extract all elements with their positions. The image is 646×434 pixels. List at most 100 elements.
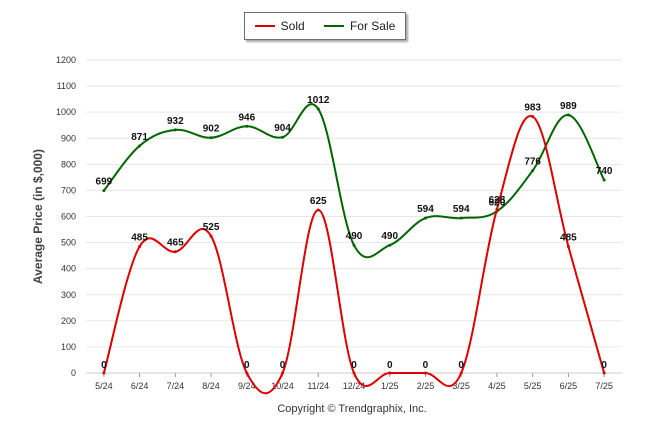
data-label-for-sale: 902 — [203, 124, 220, 135]
data-label-for-sale: 904 — [274, 123, 291, 134]
data-point-for-sale — [245, 124, 249, 128]
data-point-for-sale — [566, 113, 570, 117]
data-label-sold: 0 — [458, 360, 464, 371]
y-tick-label: 200 — [61, 316, 76, 326]
data-point-for-sale — [459, 216, 463, 220]
series-line-sold — [102, 115, 606, 395]
data-label-for-sale: 932 — [167, 116, 184, 127]
data-label-sold: 0 — [351, 360, 357, 371]
legend-item-sold: Sold — [254, 19, 305, 33]
x-tick-label: 2/25 — [417, 381, 435, 391]
x-tick-label: 4/25 — [488, 381, 506, 391]
data-point-sold — [459, 371, 463, 375]
y-tick-label: 600 — [61, 212, 76, 222]
data-point-sold — [388, 371, 392, 375]
data-point-sold — [495, 207, 499, 211]
data-point-for-sale — [423, 216, 427, 220]
data-label-for-sale: 989 — [560, 101, 577, 112]
x-tick-label: 5/24 — [95, 381, 113, 391]
data-point-sold — [209, 234, 213, 238]
data-point-for-sale — [173, 128, 177, 132]
data-point-sold — [102, 371, 106, 375]
copyright-text: Copyright © Trendgraphix, Inc. — [277, 403, 426, 415]
data-point-sold — [245, 371, 249, 375]
data-point-for-sale — [209, 136, 213, 140]
y-tick-label: 700 — [61, 185, 76, 195]
data-point-for-sale — [602, 178, 606, 182]
data-point-for-sale — [352, 243, 356, 247]
data-label-sold: 465 — [167, 238, 184, 249]
legend-label-sold: Sold — [280, 19, 305, 33]
legend: Sold For Sale — [244, 12, 406, 40]
x-tick-label: 8/24 — [202, 381, 220, 391]
data-point-sold — [352, 371, 356, 375]
data-label-for-sale: 946 — [238, 112, 255, 123]
data-label-for-sale: 594 — [417, 204, 434, 215]
data-label-sold: 0 — [280, 360, 286, 371]
legend-item-for-sale: For Sale — [323, 19, 396, 33]
x-tick-label: 11/24 — [307, 381, 329, 391]
data-point-sold — [281, 371, 285, 375]
data-label-for-sale: 490 — [381, 231, 398, 242]
data-point-for-sale — [531, 169, 535, 173]
x-tick-label: 7/25 — [595, 381, 613, 391]
data-point-for-sale — [102, 189, 106, 193]
legend-swatch-sold — [254, 25, 275, 27]
x-tick-label: 6/25 — [560, 381, 578, 391]
y-axis-label: Average Price (in $,000) — [31, 149, 45, 284]
data-label-for-sale: 490 — [346, 231, 363, 242]
y-tick-label: 1200 — [56, 55, 76, 65]
data-label-for-sale: 740 — [596, 166, 613, 177]
data-point-sold — [602, 371, 606, 375]
data-point-sold — [138, 244, 142, 248]
x-tick-label: 6/24 — [131, 381, 149, 391]
data-label-sold: 628 — [489, 195, 506, 206]
data-label-sold: 0 — [601, 360, 607, 371]
legend-swatch-for-sale — [323, 25, 344, 27]
data-label-sold: 983 — [524, 103, 541, 114]
data-label-for-sale: 776 — [524, 157, 541, 168]
data-point-for-sale — [316, 107, 320, 111]
data-label-sold: 625 — [310, 196, 327, 207]
data-point-sold — [423, 371, 427, 375]
data-label-for-sale: 699 — [96, 177, 113, 188]
y-tick-label: 1000 — [56, 107, 76, 117]
y-tick-label: 0 — [71, 368, 76, 378]
data-label-sold: 0 — [387, 360, 393, 371]
x-tick-label: 3/25 — [452, 381, 470, 391]
y-tick-label: 500 — [61, 238, 76, 248]
data-label-sold: 485 — [560, 232, 577, 243]
data-point-sold — [531, 115, 535, 119]
data-label-for-sale: 620 — [489, 197, 506, 208]
x-tick-label: 1/25 — [381, 381, 399, 391]
x-tick-label: 9/24 — [238, 381, 256, 391]
x-tick-label: 12/24 — [343, 381, 366, 391]
y-tick-label: 400 — [61, 264, 76, 274]
data-label-sold: 0 — [423, 360, 429, 371]
data-label-for-sale: 594 — [453, 204, 470, 215]
x-tick-label: 10/24 — [271, 381, 294, 391]
series-line-for-sale — [103, 103, 606, 259]
data-point-for-sale — [138, 144, 142, 148]
data-label-sold: 525 — [203, 222, 220, 233]
data-label-sold: 0 — [101, 360, 107, 371]
data-label-sold: 0 — [244, 360, 250, 371]
y-tick-label: 800 — [61, 159, 76, 169]
x-tick-label: 7/24 — [167, 381, 185, 391]
x-tick-label: 5/25 — [524, 381, 542, 391]
data-label-for-sale: 1012 — [307, 95, 330, 106]
data-point-sold — [316, 208, 320, 212]
y-tick-label: 1100 — [57, 81, 76, 91]
y-tick-label: 900 — [61, 133, 76, 143]
data-label-for-sale: 871 — [131, 132, 148, 143]
data-point-for-sale — [281, 135, 285, 139]
legend-label-for-sale: For Sale — [349, 19, 396, 33]
y-tick-label: 100 — [61, 342, 76, 352]
data-point-sold — [566, 244, 570, 248]
y-tick-label: 300 — [61, 290, 76, 300]
data-label-sold: 485 — [131, 232, 148, 243]
data-point-for-sale — [388, 243, 392, 247]
data-point-sold — [173, 250, 177, 254]
